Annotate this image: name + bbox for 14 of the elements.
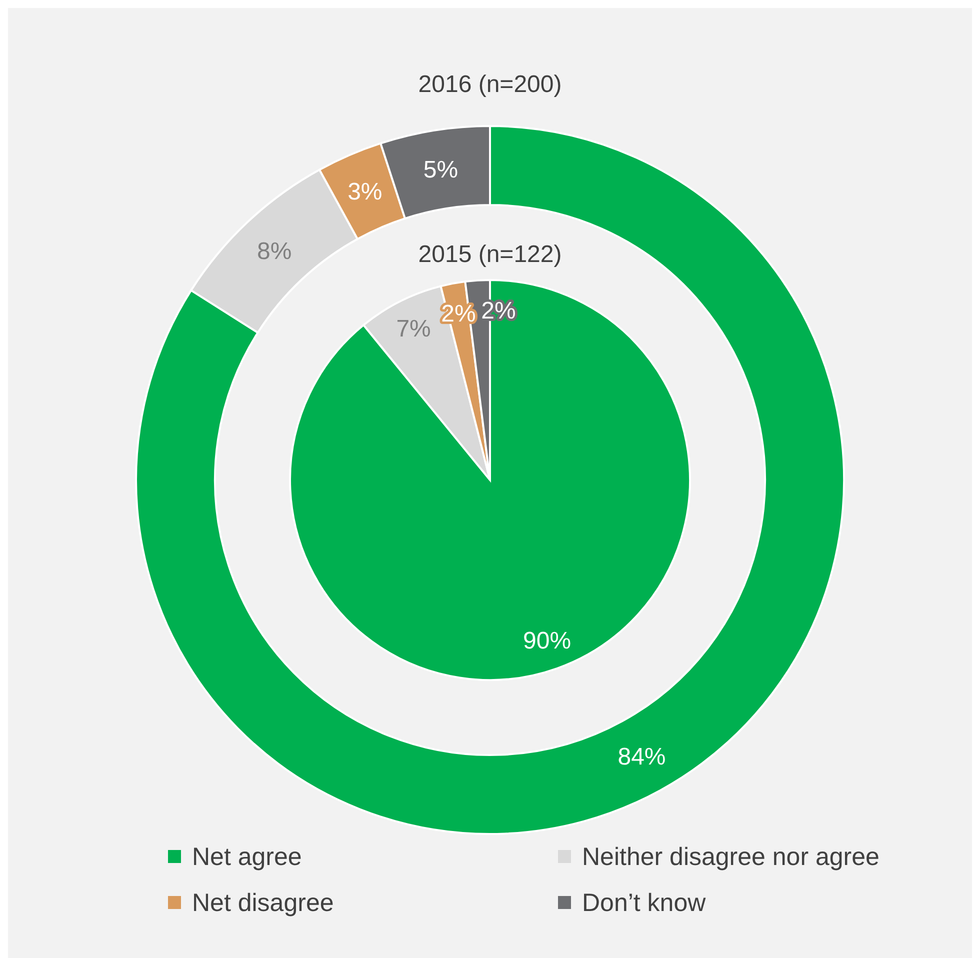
- data-label: 90%: [523, 628, 572, 655]
- data-label: 7%: [396, 316, 431, 343]
- data-label: 84%: [618, 743, 666, 770]
- chart-title: 2016 (n=200): [418, 71, 562, 98]
- legend-label: Net agree: [192, 842, 302, 871]
- data-label: 8%: [257, 238, 292, 265]
- chart-title: 2015 (n=122): [418, 241, 562, 268]
- legend-label: Neither disagree nor agree: [582, 842, 880, 871]
- pie-slice: [289, 279, 691, 681]
- data-label: 5%: [423, 156, 458, 184]
- donut-slice: [135, 125, 845, 835]
- legend-label: Don’t know: [582, 888, 707, 917]
- data-label: 3%: [348, 178, 382, 206]
- legend-label: Net disagree: [192, 888, 334, 917]
